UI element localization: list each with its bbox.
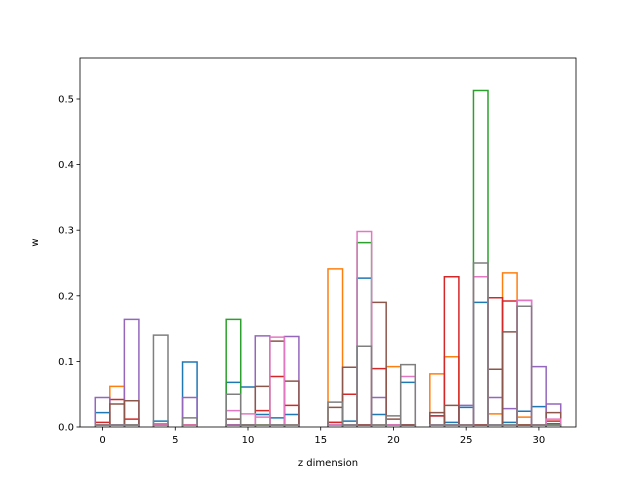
- bar: [225, 318, 242, 427]
- bar: [269, 336, 286, 427]
- bar: [327, 401, 344, 427]
- bar: [356, 345, 373, 427]
- bar: [327, 268, 344, 427]
- y-axis-label: w: [30, 238, 41, 246]
- bar: [225, 393, 242, 427]
- y-tick-label: 0.1: [58, 357, 74, 368]
- x-tick-label: 0: [99, 435, 105, 446]
- x-tick-label: 15: [314, 435, 327, 446]
- bar: [443, 276, 460, 427]
- axes-frame: [79, 57, 577, 428]
- bar: [181, 361, 198, 427]
- x-tick-label: 25: [460, 435, 473, 446]
- bar: [399, 363, 417, 427]
- bar: [152, 334, 169, 427]
- x-axis-label: z dimension: [298, 458, 358, 469]
- bar: [443, 404, 460, 427]
- bar: [123, 424, 140, 427]
- y-tick-label: 0.3: [58, 226, 74, 237]
- y-tick-label: 0.0: [58, 423, 74, 434]
- bar: [181, 417, 198, 427]
- bar: [123, 318, 140, 427]
- bar: [283, 424, 300, 427]
- bar: [472, 262, 489, 427]
- bar: [356, 230, 373, 427]
- bar: [472, 89, 489, 427]
- bar: [516, 305, 533, 427]
- y-tick-label: 0.5: [58, 95, 74, 106]
- x-tick-label: 5: [172, 435, 178, 446]
- bar-series-group: [94, 89, 562, 427]
- x-tick-label: 20: [387, 435, 400, 446]
- bar: [545, 424, 562, 427]
- y-axis-ticks: 0.0 0.1 0.2 0.3 0.4 0.5: [58, 95, 80, 434]
- x-tick-label: 10: [242, 435, 255, 446]
- bar: [545, 418, 562, 427]
- y-tick-label: 0.2: [58, 291, 74, 302]
- y-tick-label: 0.4: [58, 160, 74, 171]
- x-tick-label: 30: [533, 435, 546, 446]
- bar: [123, 400, 140, 427]
- bar: [181, 396, 198, 427]
- x-axis-ticks: 0 5 10 15 20 25 30: [99, 427, 545, 446]
